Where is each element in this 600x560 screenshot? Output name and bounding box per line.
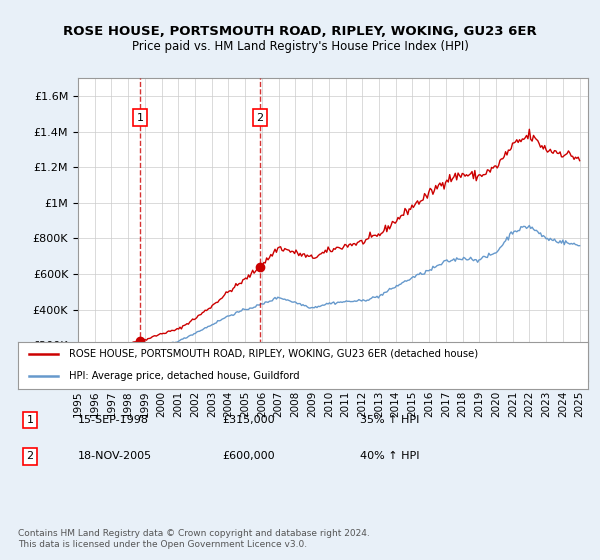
Text: £600,000: £600,000 bbox=[222, 451, 275, 461]
Text: 18-NOV-2005: 18-NOV-2005 bbox=[78, 451, 152, 461]
Text: 15-SEP-1998: 15-SEP-1998 bbox=[78, 415, 149, 425]
Text: 1: 1 bbox=[26, 415, 34, 425]
Text: ROSE HOUSE, PORTSMOUTH ROAD, RIPLEY, WOKING, GU23 6ER (detached house): ROSE HOUSE, PORTSMOUTH ROAD, RIPLEY, WOK… bbox=[70, 348, 478, 358]
Text: ROSE HOUSE, PORTSMOUTH ROAD, RIPLEY, WOKING, GU23 6ER: ROSE HOUSE, PORTSMOUTH ROAD, RIPLEY, WOK… bbox=[63, 25, 537, 38]
Text: 2: 2 bbox=[26, 451, 34, 461]
Text: 1: 1 bbox=[137, 113, 143, 123]
Text: HPI: Average price, detached house, Guildford: HPI: Average price, detached house, Guil… bbox=[70, 371, 300, 381]
Text: £315,000: £315,000 bbox=[222, 415, 275, 425]
Text: 40% ↑ HPI: 40% ↑ HPI bbox=[360, 451, 419, 461]
Text: 35% ↑ HPI: 35% ↑ HPI bbox=[360, 415, 419, 425]
Text: Price paid vs. HM Land Registry's House Price Index (HPI): Price paid vs. HM Land Registry's House … bbox=[131, 40, 469, 53]
Text: Contains HM Land Registry data © Crown copyright and database right 2024.
This d: Contains HM Land Registry data © Crown c… bbox=[18, 529, 370, 549]
Text: 2: 2 bbox=[256, 113, 263, 123]
